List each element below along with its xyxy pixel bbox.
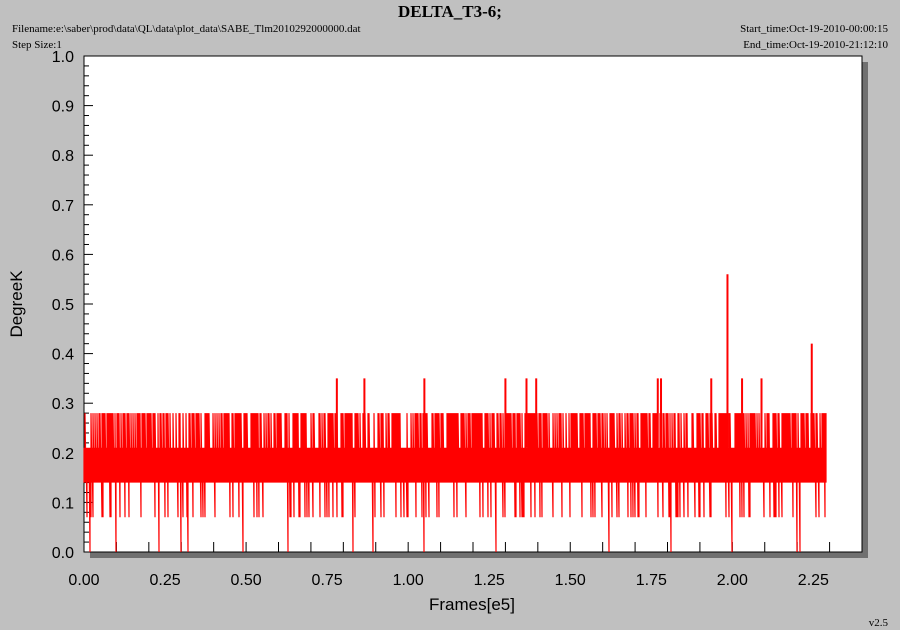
x-tick-label: 1.25	[474, 572, 505, 589]
x-tick-label: 0.00	[68, 572, 99, 589]
series-spikes	[335, 274, 813, 448]
y-tick-label: 0.3	[52, 396, 74, 413]
series-delta-t3-6	[83, 413, 827, 553]
y-tick-label: 0.9	[52, 99, 74, 116]
y-tick-label: 0.7	[52, 198, 74, 215]
x-tick-labels: 0.00 0.25 0.50 0.75 1.00 1.25 1.50 1.75 2.00 2.25	[68, 572, 829, 589]
y-tick-label: 0.4	[52, 347, 74, 364]
chart-title: DELTA_T3-6;	[398, 2, 502, 21]
y-tick-label: 0.5	[52, 297, 74, 314]
y-tick-label: 0.1	[52, 495, 74, 512]
x-tick-label: 2.25	[798, 572, 829, 589]
y-tick-labels: 0.0 0.1 0.2 0.3 0.4 0.5 0.6 0.7 0.8 0.9 1.0	[52, 49, 74, 562]
end-time-text: End_time:Oct-19-2010-21:12:10	[743, 39, 888, 51]
filename-text: Filename:e:\saber\prod\data\QL\data\plot…	[12, 23, 361, 35]
y-tick-label: 0.8	[52, 148, 74, 165]
x-tick-label: 1.75	[636, 572, 667, 589]
series-line	[83, 413, 827, 553]
y-axis-label: DegreeK	[7, 270, 26, 338]
start-time-text: Start_time:Oct-19-2010-00:00:15	[740, 23, 888, 35]
x-tick-label: 0.25	[149, 572, 180, 589]
x-axis-label: Frames[e5]	[429, 595, 515, 614]
y-tick-label: 1.0	[52, 49, 74, 66]
y-tick-label: 0.0	[52, 545, 74, 562]
x-tick-label: 1.00	[393, 572, 424, 589]
version-label: v2.5	[869, 617, 889, 629]
x-tick-label: 0.50	[231, 572, 262, 589]
x-tick-label: 1.50	[555, 572, 586, 589]
x-tick-label: 2.00	[717, 572, 748, 589]
y-tick-label: 0.6	[52, 247, 74, 264]
x-tick-label: 0.75	[312, 572, 343, 589]
step-size-text: Step Size:1	[12, 39, 62, 51]
y-tick-label: 0.2	[52, 446, 74, 463]
